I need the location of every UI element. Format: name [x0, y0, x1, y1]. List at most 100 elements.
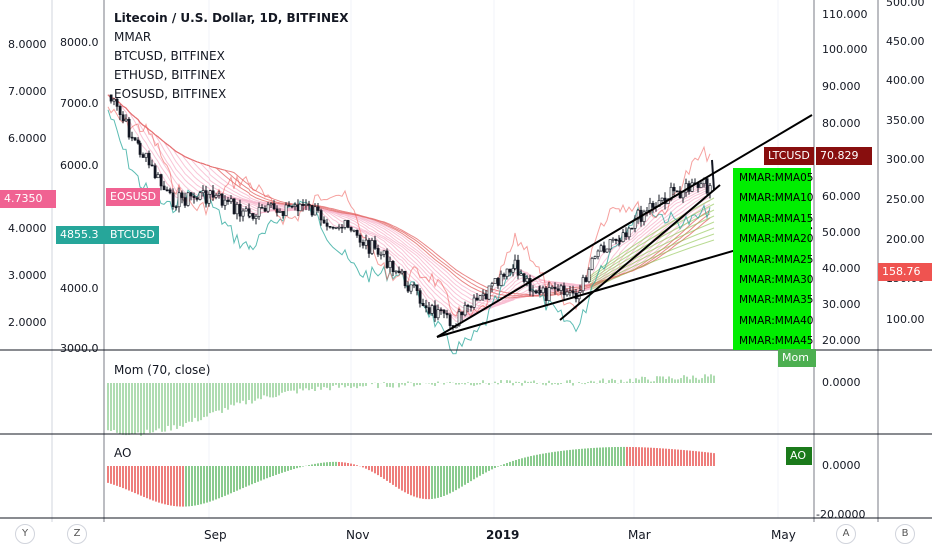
- candle-body: [266, 204, 270, 212]
- candle-body: [275, 208, 279, 213]
- candle-body: [513, 259, 517, 269]
- mma-ribbon-line: [107, 94, 711, 315]
- mmar-label: MMAR:MMA30: [739, 273, 814, 286]
- candle-body: [388, 261, 392, 268]
- right-axis-label: 30.000: [822, 298, 861, 311]
- ao-axis-label: 0.0000: [822, 459, 861, 472]
- candle-body: [421, 303, 425, 306]
- mmar-label: MMAR:MMA45: [739, 335, 814, 348]
- candle-body: [337, 226, 341, 229]
- candle-body: [538, 289, 542, 294]
- candle-body: [403, 270, 407, 286]
- candle-body: [118, 106, 122, 116]
- candle-body: [484, 293, 488, 300]
- axis-z-button[interactable]: Z: [67, 524, 87, 544]
- candle-body: [367, 239, 371, 254]
- candle-body: [568, 290, 572, 293]
- candle-body: [226, 199, 230, 202]
- candle-body: [165, 189, 169, 192]
- candle-body: [394, 270, 398, 273]
- mmar-label: MMAR:MMA05: [739, 172, 814, 184]
- mmar-label: MMAR:MMA15: [739, 212, 814, 225]
- candle-body: [136, 139, 140, 144]
- candle-body: [487, 285, 491, 300]
- candle-body: [493, 278, 497, 284]
- candle-body: [412, 284, 416, 287]
- candle-body: [304, 203, 308, 206]
- left-axis-label: 6.0000: [8, 132, 47, 145]
- candle-body: [445, 313, 449, 316]
- candle-body: [599, 245, 603, 252]
- candle-body: [376, 248, 380, 255]
- candle-body: [587, 269, 591, 282]
- left-axis-label: 4.0000: [8, 222, 47, 235]
- btc-price-tag: 4855.3: [56, 226, 106, 244]
- candle-body: [534, 290, 538, 294]
- candle-body: [298, 203, 302, 212]
- candle-body: [355, 229, 359, 236]
- right-axis2-label: 300.00: [886, 153, 925, 166]
- candle-body: [301, 203, 305, 206]
- ao-legend[interactable]: AO: [114, 446, 132, 460]
- candle-body: [217, 193, 221, 196]
- candle-body: [382, 250, 386, 255]
- ao-tag: AO: [786, 447, 812, 465]
- axis-a-button[interactable]: A: [836, 524, 856, 544]
- candle-body: [442, 309, 446, 314]
- candle-body: [547, 287, 551, 301]
- right-axis2-label: 350.00: [886, 114, 925, 127]
- mma-ribbon-line: [107, 94, 711, 304]
- candle-body: [508, 268, 512, 273]
- candle-body: [325, 222, 329, 227]
- left-axis2-label: 7000.0: [60, 97, 99, 110]
- candle-body: [153, 165, 157, 179]
- candle-body: [397, 270, 401, 274]
- date-label: May: [771, 528, 796, 542]
- candle-body: [138, 142, 142, 155]
- date-label: Mar: [628, 528, 651, 542]
- candle-body: [605, 248, 609, 253]
- candle-body: [556, 288, 560, 291]
- candle-body: [602, 245, 606, 253]
- candle-body: [581, 277, 585, 292]
- left-axis2-label: 8000.0: [60, 36, 99, 49]
- legend-ethusd[interactable]: ETHUSD, BITFINEX: [114, 68, 226, 82]
- legend-btcusd[interactable]: BTCUSD, BITFINEX: [114, 49, 225, 63]
- axis-b-button[interactable]: B: [895, 524, 915, 544]
- candle-body: [251, 213, 255, 219]
- candle-body: [130, 136, 134, 139]
- candle-body: [478, 295, 482, 301]
- right-axis-label: 50.000: [822, 226, 861, 239]
- legend-eosusd[interactable]: EOSUSD, BITFINEX: [114, 87, 227, 101]
- candle-body: [238, 204, 242, 217]
- mom-legend[interactable]: Mom (70, close): [114, 363, 211, 377]
- candle-body: [651, 202, 655, 208]
- candle-body: [244, 208, 248, 212]
- candle-body: [177, 192, 181, 208]
- candle-body: [121, 114, 125, 122]
- candle-body: [248, 213, 252, 217]
- candle-body: [463, 305, 467, 316]
- candle-body: [229, 198, 233, 202]
- legend-mmar[interactable]: MMAR: [114, 30, 152, 44]
- candle-body: [578, 290, 582, 293]
- candle-body: [127, 118, 131, 138]
- candle-body: [672, 187, 676, 192]
- candle-body: [293, 204, 297, 207]
- candle-body: [379, 253, 383, 256]
- candle-body: [260, 207, 264, 209]
- candle-body: [608, 239, 612, 250]
- candle-body: [263, 207, 267, 212]
- axis-y-button[interactable]: Y: [15, 524, 35, 544]
- candle-body: [180, 192, 184, 198]
- candle-body: [204, 190, 208, 204]
- candle-body: [502, 273, 506, 277]
- candle-body: [241, 210, 245, 217]
- candle-body: [418, 290, 422, 304]
- candle-body: [331, 226, 335, 229]
- ltc-price-tag: 70.829: [816, 147, 872, 165]
- candle-body: [235, 204, 239, 215]
- candle-body: [522, 273, 526, 282]
- candle-body: [541, 287, 545, 294]
